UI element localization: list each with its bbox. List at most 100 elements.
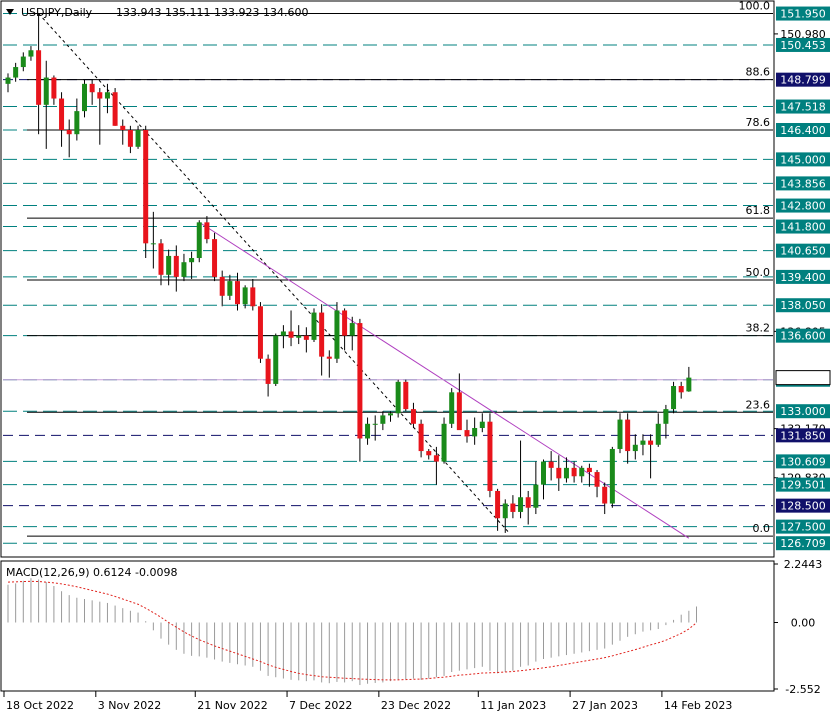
candle[interactable] <box>219 270 225 307</box>
candle[interactable] <box>82 79 87 118</box>
price-tag-label: 141.800 <box>780 221 826 234</box>
candle[interactable] <box>303 327 309 353</box>
candle[interactable] <box>671 381 677 414</box>
candle[interactable] <box>104 83 110 114</box>
candle[interactable] <box>395 379 401 418</box>
candle[interactable] <box>112 88 118 126</box>
candle[interactable] <box>533 461 539 515</box>
candle[interactable] <box>449 388 455 428</box>
candle[interactable] <box>66 119 72 158</box>
candle[interactable] <box>464 419 470 443</box>
candle[interactable] <box>441 417 447 464</box>
price-tag-label: 146.400 <box>780 124 826 137</box>
price-tag <box>776 219 830 234</box>
candle[interactable] <box>5 73 11 93</box>
candle[interactable] <box>602 482 608 515</box>
candle[interactable] <box>288 310 294 347</box>
candle[interactable] <box>150 211 156 269</box>
candle-body <box>74 111 80 135</box>
fib-label: 61.8 <box>746 204 771 217</box>
candle[interactable] <box>548 451 554 481</box>
candles[interactable] <box>5 13 692 533</box>
candle[interactable] <box>479 413 485 433</box>
candle[interactable] <box>655 413 661 447</box>
candle[interactable] <box>311 308 317 342</box>
candle[interactable] <box>43 60 49 149</box>
symbol-dropdown-icon[interactable] <box>6 9 14 15</box>
candle[interactable] <box>541 459 546 500</box>
candle[interactable] <box>51 75 57 105</box>
candle[interactable] <box>265 354 271 397</box>
candle[interactable] <box>212 232 218 282</box>
candle[interactable] <box>403 379 409 412</box>
candle[interactable] <box>227 274 233 300</box>
candle[interactable] <box>89 79 95 105</box>
candle[interactable] <box>158 239 164 286</box>
candle[interactable] <box>334 302 340 363</box>
candle[interactable] <box>640 434 646 456</box>
candle[interactable] <box>495 488 501 531</box>
candle[interactable] <box>594 469 600 498</box>
candle[interactable] <box>518 440 524 519</box>
candle[interactable] <box>686 366 692 392</box>
candle[interactable] <box>326 350 332 378</box>
candle[interactable] <box>20 52 26 72</box>
candle[interactable] <box>365 417 371 445</box>
candle[interactable] <box>204 216 210 244</box>
candle[interactable] <box>648 434 654 479</box>
candle[interactable] <box>357 318 363 462</box>
candle[interactable] <box>181 253 187 282</box>
candle[interactable] <box>273 333 279 387</box>
candle[interactable] <box>426 448 432 460</box>
candle[interactable] <box>410 402 416 428</box>
candle[interactable] <box>525 490 531 525</box>
candle[interactable] <box>372 415 378 441</box>
candle[interactable] <box>502 499 508 533</box>
candle[interactable] <box>418 419 424 458</box>
candle[interactable] <box>472 417 478 445</box>
candle[interactable] <box>242 285 248 309</box>
candle[interactable] <box>380 411 386 431</box>
candle[interactable] <box>36 13 42 135</box>
candle[interactable] <box>28 46 34 61</box>
candle[interactable] <box>296 325 302 345</box>
candle[interactable] <box>579 465 585 483</box>
candle[interactable] <box>166 249 172 286</box>
candle-body <box>441 423 447 462</box>
candle[interactable] <box>433 446 439 485</box>
candle[interactable] <box>586 463 592 487</box>
candle[interactable] <box>609 446 615 508</box>
candle[interactable] <box>349 316 355 351</box>
candle[interactable] <box>280 325 286 349</box>
candle[interactable] <box>250 279 256 311</box>
candle[interactable] <box>189 251 195 279</box>
candle[interactable] <box>632 434 638 460</box>
candle[interactable] <box>143 125 149 259</box>
candle[interactable] <box>625 413 631 464</box>
candle[interactable] <box>678 381 684 399</box>
candle[interactable] <box>257 302 263 363</box>
candle[interactable] <box>196 220 202 263</box>
candle[interactable] <box>173 245 179 292</box>
candle[interactable] <box>235 272 240 311</box>
candle[interactable] <box>97 88 103 145</box>
candle[interactable] <box>571 461 577 483</box>
candle[interactable] <box>127 125 133 154</box>
candle[interactable] <box>59 92 65 147</box>
candle[interactable] <box>456 373 462 431</box>
candle[interactable] <box>510 495 516 519</box>
candle-body <box>311 312 317 340</box>
candle[interactable] <box>13 62 19 82</box>
candle[interactable] <box>556 455 562 491</box>
candle[interactable] <box>563 457 569 483</box>
candle[interactable] <box>135 125 141 149</box>
candle[interactable] <box>319 304 325 376</box>
candle[interactable] <box>487 413 493 498</box>
candle[interactable] <box>120 119 126 145</box>
candle[interactable] <box>74 98 80 141</box>
candle[interactable] <box>617 413 623 454</box>
candle[interactable] <box>342 308 348 351</box>
candle[interactable] <box>388 411 393 422</box>
candle[interactable] <box>663 404 669 439</box>
